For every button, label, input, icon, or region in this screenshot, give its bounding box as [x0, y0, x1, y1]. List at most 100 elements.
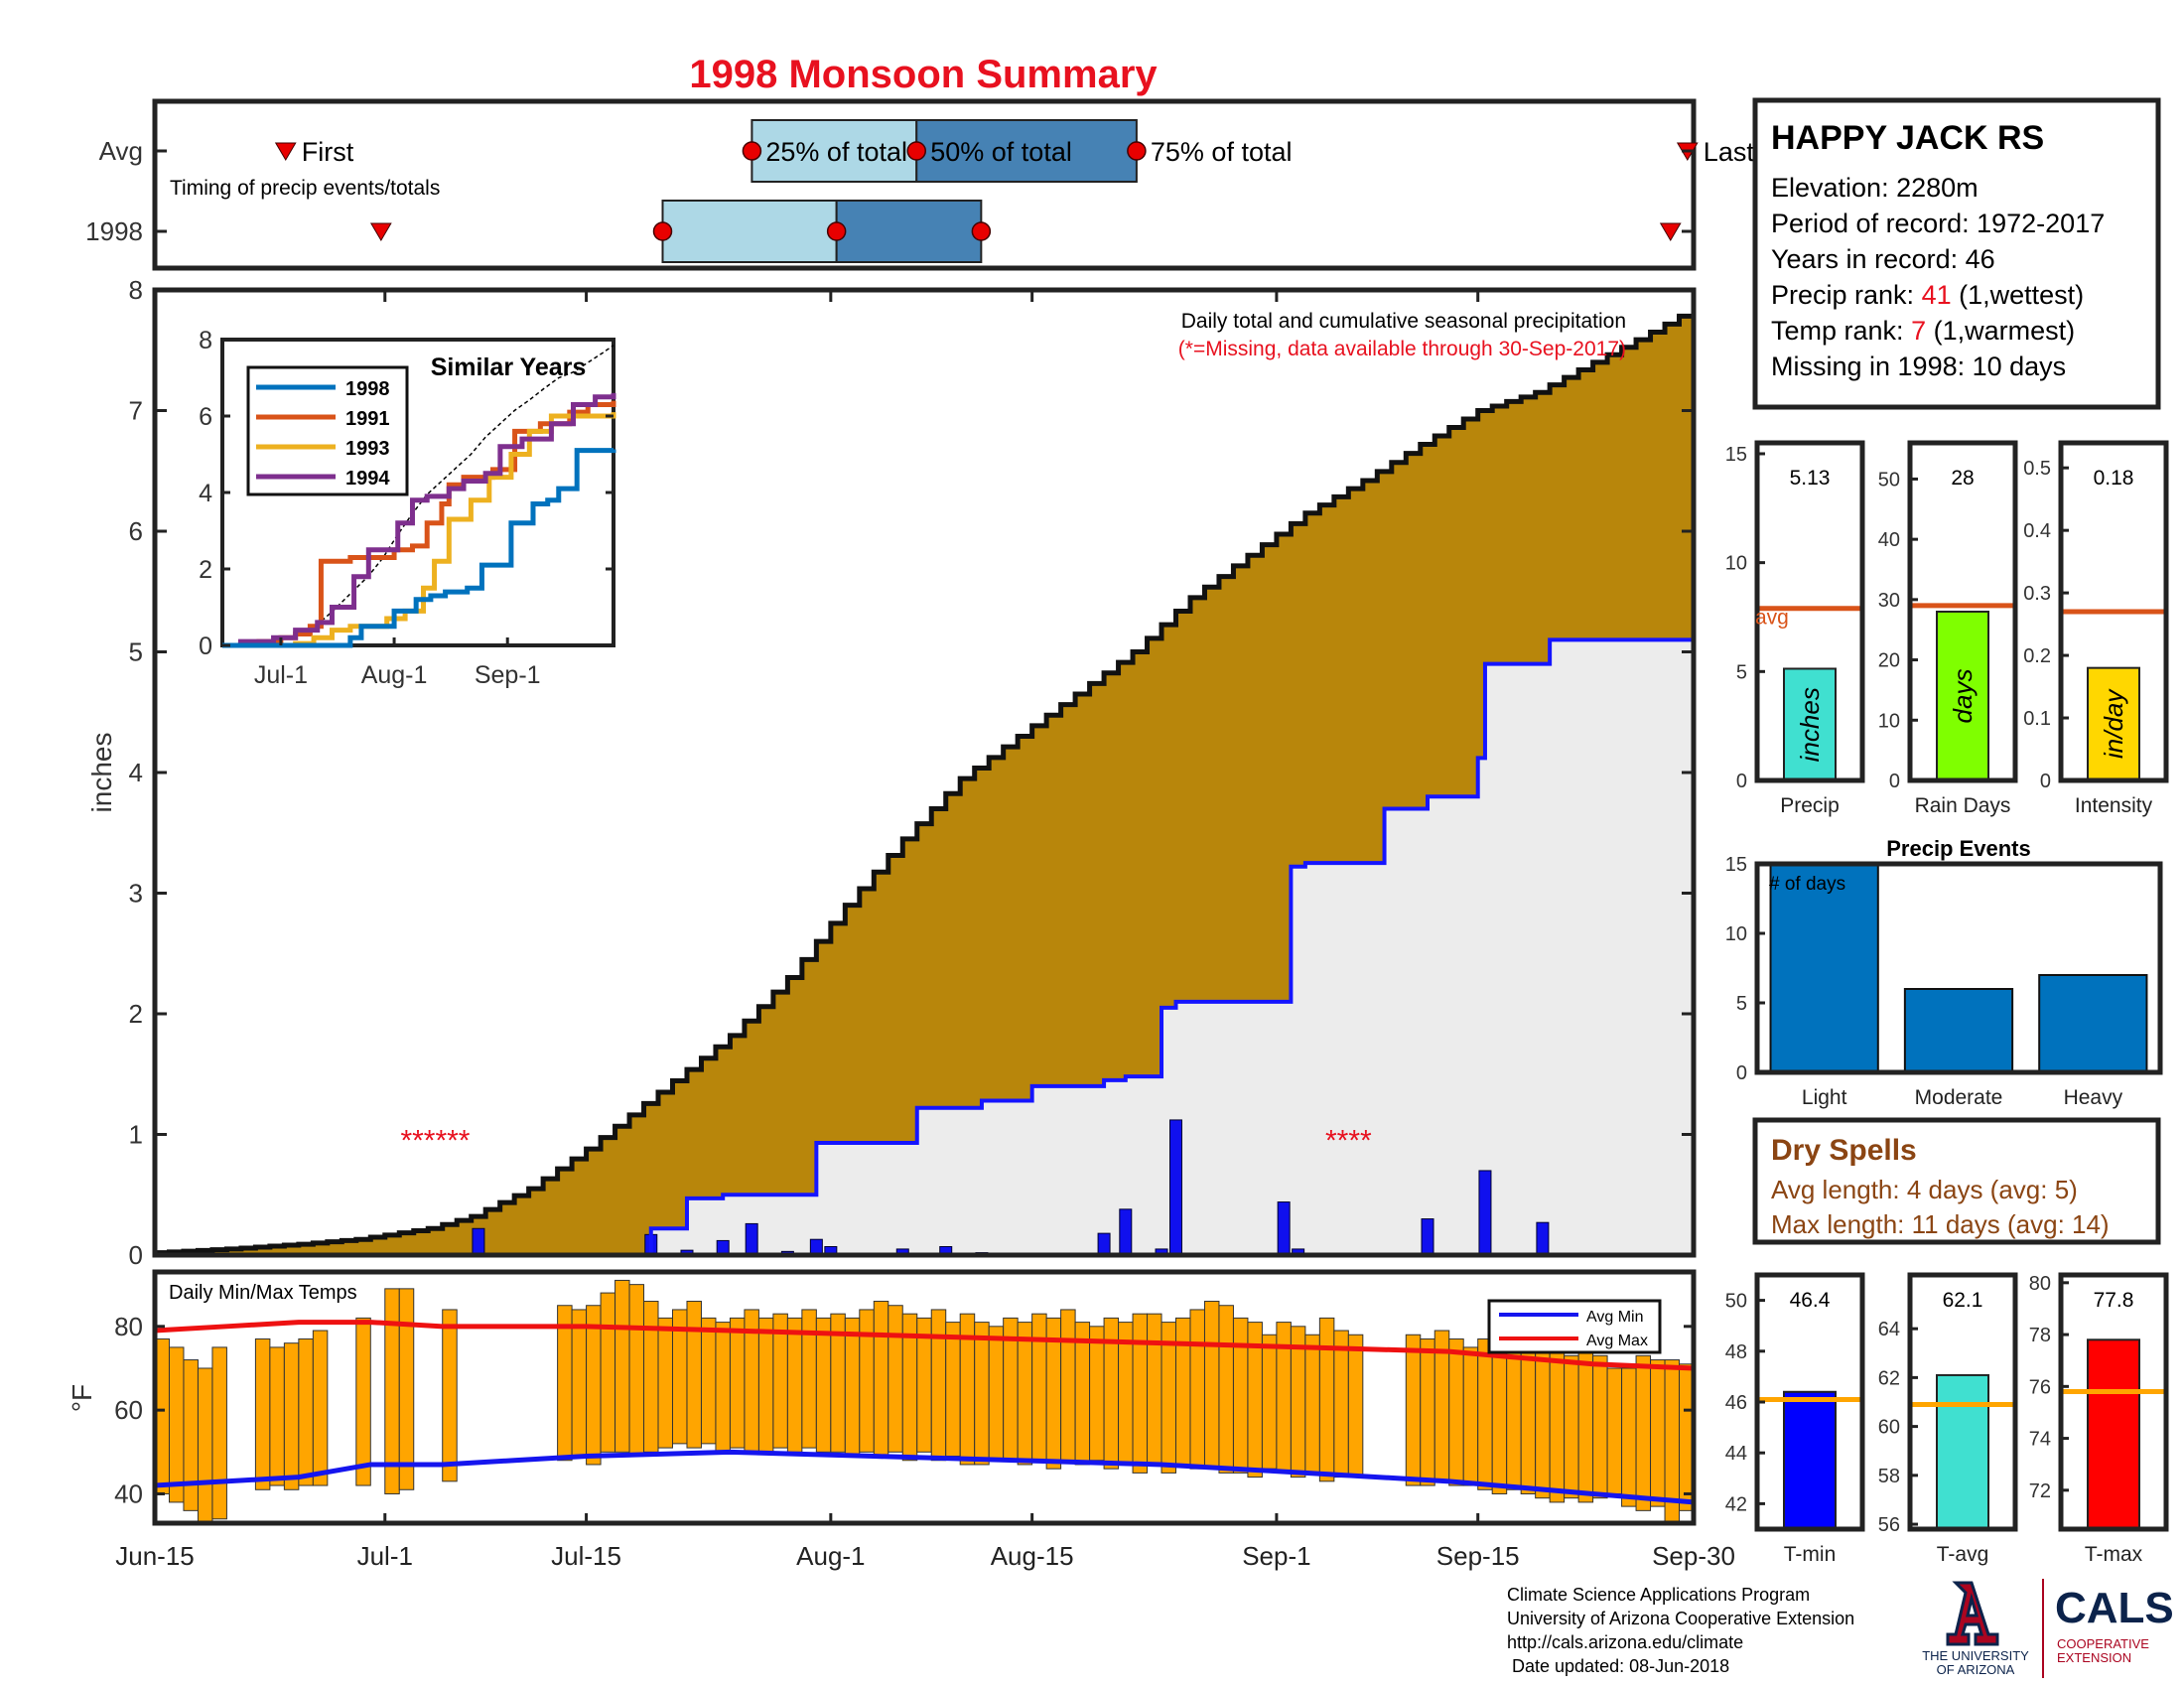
timing-box-25-50 [751, 119, 918, 183]
x-tick-label: Jun-15 [115, 1541, 195, 1571]
legend-label: 1994 [345, 468, 390, 490]
first-last-marker [369, 222, 392, 241]
similar-years-inset: 0 2 4 6 8 Jul-1 Aug-1 Sep-1 Similar Years 1998 199… [199, 327, 616, 689]
daily-temp-bar [571, 1309, 588, 1458]
first-last-marker [1659, 222, 1682, 241]
first-last-marker [274, 142, 297, 161]
event-bar-heavy [2038, 974, 2148, 1073]
tstat-y-tick-label: 58 [1878, 1466, 1900, 1487]
avg-max-line [154, 1320, 1695, 1371]
stat-value: 5.13 [1790, 467, 1831, 490]
stat-y-tick-label: 0.4 [2023, 520, 2051, 542]
event-y-tick-label: 5 [1736, 993, 1747, 1015]
season-stat-bars: inches 0 5 10 15 5.13 Precip avg days 0 10 20 30 40 50… [1725, 440, 2169, 817]
event-bar-light [1769, 863, 1879, 1073]
legend-label: 1998 [345, 378, 390, 400]
inset-x-tick-label: Jul-1 [254, 661, 308, 689]
daily-precip-bar [1169, 1119, 1183, 1256]
daily-temp-bar [1304, 1334, 1320, 1474]
missing-note: (*=Missing, data available through 30-Se… [1178, 338, 1626, 360]
daily-temp-bar [1650, 1359, 1666, 1507]
cals-logo-text: CALS [2055, 1584, 2174, 1632]
y-tick-label: 7 [129, 396, 143, 426]
tstat-y-tick-label: 60 [1878, 1417, 1900, 1439]
daily-temp-bar [1261, 1334, 1278, 1470]
daily-precip-bar [1277, 1201, 1291, 1256]
chart-header: Daily total and cumulative seasonal prec… [1181, 310, 1626, 333]
tstat-frame [1907, 1272, 2018, 1532]
daily-temp-bar [729, 1317, 746, 1449]
first-label: First [302, 137, 354, 167]
p25-label: 25% of total [765, 137, 907, 167]
tstat-y-tick-label: 74 [2029, 1429, 2051, 1451]
tstat-y-tick-label: 64 [1878, 1319, 1900, 1340]
daily-temp-bar [211, 1346, 227, 1520]
tstat-y-tick-label: 56 [1878, 1514, 1900, 1536]
cals-logo-subtext: EXTENSION [2057, 1650, 2131, 1665]
stat-x-label: Intensity [2075, 794, 2153, 817]
timing-box-50-75 [835, 200, 983, 263]
daily-temp-bar [786, 1317, 803, 1453]
tstat-y-tick-label: 46 [1725, 1392, 1747, 1414]
inset-x-tick-label: Sep-1 [475, 661, 541, 689]
stat-value: 0.18 [2094, 467, 2134, 490]
university-of-arizona-logo: THE UNIVERSITY OF ARIZONA CALS COOPERATI… [1922, 1579, 2174, 1678]
daily-temp-bar [1520, 1346, 1537, 1494]
temp-title: Daily Min/Max Temps [169, 1282, 357, 1304]
daily-temp-bar [1577, 1350, 1594, 1503]
legend-label: Avg Min [1586, 1309, 1644, 1326]
percentile-marker [906, 141, 926, 161]
daily-temp-bar [1405, 1334, 1422, 1486]
inset-y-tick-label: 4 [199, 480, 212, 507]
inset-y-tick-label: 2 [199, 556, 212, 584]
station-info-box: HAPPY JACK RS Elevation: 2280m Period of… [1752, 97, 2161, 410]
x-tick-label: Sep-15 [1436, 1541, 1520, 1571]
daily-temp-bar [398, 1288, 415, 1490]
percentile-marker [1127, 141, 1147, 161]
percentile-marker [652, 221, 673, 241]
station-name: HAPPY JACK RS [1771, 119, 2044, 157]
stat-y-tick-label: 0.3 [2023, 583, 2051, 605]
tstat-y-tick-label: 78 [2029, 1325, 2051, 1346]
daily-temp-bar [974, 1322, 990, 1466]
stat-y-tick-label: 0 [2040, 771, 2051, 792]
temp-y-tick-label: 80 [114, 1312, 143, 1341]
missing-label: Missing in 1998: 10 days [1771, 352, 2066, 381]
stat-bar-precip [1783, 667, 1837, 781]
last-label: Last [1704, 137, 1755, 167]
y-tick-label: 2 [129, 999, 143, 1029]
percentile-marker [742, 141, 762, 161]
temp-legend-box [1487, 1299, 1662, 1354]
daily-temp-bar [1189, 1309, 1205, 1470]
daily-temp-bar [1060, 1309, 1076, 1462]
daily-temp-bar [815, 1317, 832, 1453]
daily-precip-bar [1536, 1221, 1550, 1256]
stat-frame [1907, 440, 2018, 783]
timing-subtitle: Timing of precip events/totals [170, 177, 440, 200]
events-ylabel: # of days [1769, 874, 1845, 895]
elevation-label: Elevation: 2280m [1771, 173, 1979, 203]
inset-x-tick-label: Aug-1 [361, 661, 428, 689]
ua-logo-text: OF ARIZONA [1937, 1662, 2015, 1677]
footer-line: Date updated: 08-Jun-2018 [1507, 1656, 1729, 1676]
daily-temp-bar [614, 1279, 630, 1453]
stat-y-tick-label: 15 [1725, 444, 1747, 466]
timing-row-label: 1998 [85, 216, 143, 246]
daily-temp-bar [700, 1317, 717, 1445]
daily-temp-bar [1477, 1337, 1493, 1490]
tstat-y-tick-label: 48 [1725, 1341, 1747, 1363]
years-label: Years in record: 46 [1771, 244, 1995, 274]
stat-y-tick-label: 20 [1878, 650, 1900, 672]
daily-temp-bar [873, 1301, 889, 1458]
daily-temp-bar [1147, 1313, 1162, 1466]
daily-temp-bar [1347, 1334, 1364, 1478]
stat-bar-rain-days [1936, 611, 1989, 781]
event-y-tick-label: 0 [1736, 1062, 1747, 1084]
temp-y-tick-label: 60 [114, 1395, 143, 1425]
daily-temp-bar [1089, 1326, 1105, 1462]
daily-temp-bar [757, 1317, 774, 1453]
daily-precip-bar [1421, 1218, 1434, 1256]
dry-spells-max: Max length: 11 days (avg: 14) [1771, 1209, 2110, 1239]
daily-precip-bar [1097, 1232, 1111, 1256]
